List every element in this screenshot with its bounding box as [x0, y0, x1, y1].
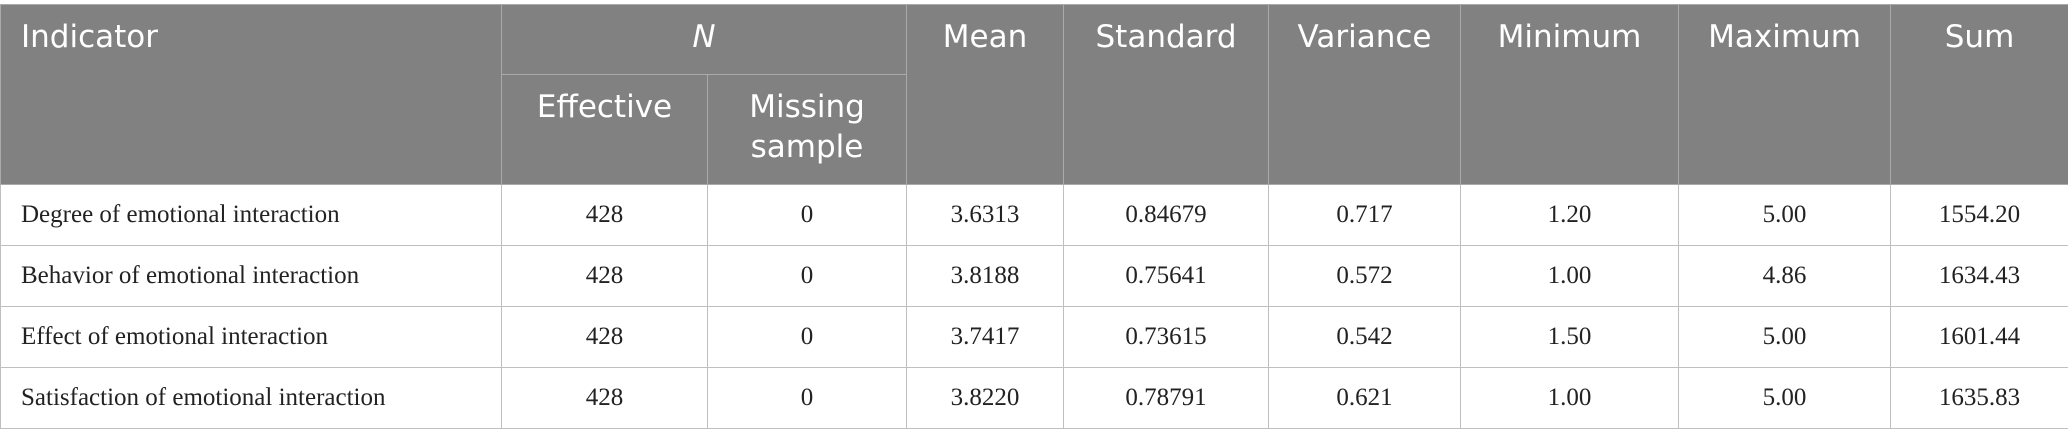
row-label: Satisfaction of emotional interaction	[0, 367, 502, 429]
stats-table: Indicator N Mean Standard Variance Minim…	[0, 4, 2068, 429]
cell: 0.572	[1268, 245, 1462, 307]
cell: 428	[501, 306, 708, 368]
header-cell: Minimum	[1460, 4, 1680, 185]
cell: 0	[706, 184, 908, 246]
table-header: Indicator N Mean Standard Variance Minim…	[0, 4, 2068, 185]
table-row: Behavior of emotional interaction 428 0 3.8…	[0, 245, 2068, 307]
cell: 0	[706, 367, 908, 429]
table-body: Degree of emotional interaction 428 0 3.631…	[0, 184, 2068, 429]
cell: 0	[706, 245, 908, 307]
cell: 1601.44	[1890, 306, 2068, 368]
cell: 0.84679	[1063, 184, 1270, 246]
row-label: Behavior of emotional interaction	[0, 245, 502, 307]
cell: 0.542	[1268, 306, 1462, 368]
cell: 0.78791	[1063, 367, 1270, 429]
cell: 428	[501, 245, 708, 307]
cell: 3.7417	[906, 306, 1065, 368]
cell: 0.717	[1268, 184, 1462, 246]
cell: 5.00	[1678, 306, 1892, 368]
header-cell: Maximum	[1678, 4, 1892, 185]
header-cell: Sum	[1890, 4, 2068, 185]
cell: 3.6313	[906, 184, 1065, 246]
header-cell: Effective	[501, 74, 708, 185]
table-row: Degree of emotional interaction 428 0 3.631…	[0, 184, 2068, 246]
cell: 1554.20	[1890, 184, 2068, 246]
header-cell: Missing sample	[706, 74, 908, 185]
cell: 1634.43	[1890, 245, 2068, 307]
cell: 3.8188	[906, 245, 1065, 307]
cell: 1.20	[1460, 184, 1680, 246]
cell: 4.86	[1678, 245, 1892, 307]
cell: 0.75641	[1063, 245, 1270, 307]
page: Indicator N Mean Standard Variance Minim…	[0, 4, 2068, 447]
header-cell: Variance	[1268, 4, 1462, 185]
cell: 3.8220	[906, 367, 1065, 429]
cell: 1.00	[1460, 367, 1680, 429]
cell: 0	[706, 306, 908, 368]
header-cell: Standard	[1063, 4, 1270, 185]
cell: 0.73615	[1063, 306, 1270, 368]
cell: 428	[501, 184, 708, 246]
cell: 0.621	[1268, 367, 1462, 429]
cell: 5.00	[1678, 367, 1892, 429]
table-row: Satisfaction of emotional interaction 428…	[0, 367, 2068, 429]
table-row: Effect of emotional interaction 428 0 3.741…	[0, 306, 2068, 368]
cell: 5.00	[1678, 184, 1892, 246]
cell: 1635.83	[1890, 367, 2068, 429]
header-cell: N	[500, 4, 908, 75]
header-cell: Indicator	[0, 4, 502, 185]
row-label: Effect of emotional interaction	[0, 306, 502, 368]
cell: 428	[501, 367, 708, 429]
header-cell: Mean	[906, 4, 1065, 185]
cell: 1.50	[1460, 306, 1680, 368]
cell: 1.00	[1460, 245, 1680, 307]
row-label: Degree of emotional interaction	[0, 184, 502, 246]
